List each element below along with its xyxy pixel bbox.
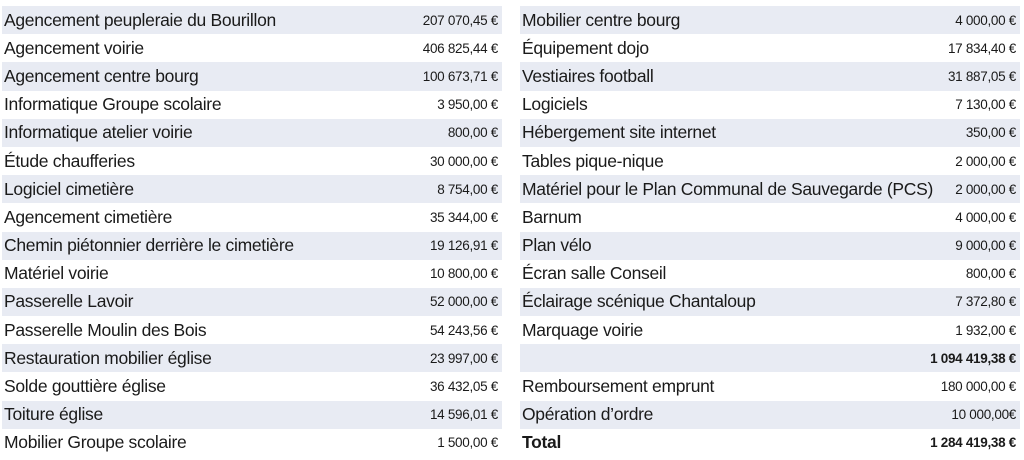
row-label: Logiciel cimetière: [4, 178, 134, 199]
table-row: Matériel voirie 10 800,00 €: [2, 260, 502, 288]
row-amount: 100 673,71 €: [422, 68, 499, 84]
row-label: Matériel voirie: [4, 263, 109, 284]
row-amount: 350,00 €: [965, 125, 1016, 141]
table-row: Marquage voirie 1 932,00 €: [520, 316, 1020, 344]
row-label: Agencement voirie: [4, 37, 144, 58]
right-budget-table: Mobilier centre bourg 4 000,00 € Équipeme…: [520, 6, 1020, 457]
total-label: Total: [522, 432, 562, 453]
row-label: Tables pique-nique: [522, 150, 664, 171]
table-row: Solde gouttière église 36 432,05 €: [2, 372, 502, 400]
row-label: Mobilier Groupe scolaire: [4, 432, 187, 453]
row-label: Barnum: [522, 206, 582, 227]
row-label: Écran salle Conseil: [522, 263, 667, 284]
row-label: Solde gouttière église: [4, 376, 166, 397]
table-row: Restauration mobilier église 23 997,00 €: [2, 344, 502, 373]
row-label: Logiciels: [522, 94, 588, 115]
table-row: Agencement cimetière 35 344,00 €: [2, 203, 502, 231]
row-label: Agencement cimetière: [4, 206, 173, 227]
row-amount: 4 000,00 €: [955, 12, 1016, 28]
table-row: Vestiaires football 31 887,05 €: [520, 62, 1020, 91]
row-label: Marquage voirie: [522, 319, 643, 340]
table-row: Informatique atelier voirie 800,00 €: [2, 118, 502, 147]
row-amount: 19 126,91 €: [429, 238, 498, 254]
table-row: Passerelle Lavoir 52 000,00 €: [2, 287, 502, 317]
table-row: Logiciel cimetière 8 754,00 €: [2, 175, 502, 204]
subtotal-row: 1 094 419,38 €: [520, 344, 1020, 373]
row-label: Étude chaufferies: [4, 150, 135, 171]
row-amount: 35 344,00 €: [429, 209, 498, 225]
row-amount: 52 000,00 €: [429, 294, 498, 310]
table-row: Agencement voirie 406 825,44 €: [2, 34, 502, 62]
table-row: Barnum 4 000,00 €: [520, 203, 1020, 231]
row-label: Mobilier centre bourg: [522, 9, 681, 30]
table-row: Chemin piétonnier derrière le cimetière 1…: [2, 231, 502, 260]
row-amount: 1 932,00 €: [955, 322, 1016, 338]
row-amount: 4 000,00 €: [955, 209, 1016, 225]
row-amount: 207 070,45 €: [422, 12, 499, 28]
row-amount: 1 500,00 €: [437, 435, 498, 451]
row-amount: 800,00 €: [447, 125, 498, 141]
table-row: Équipement dojo 17 834,40 €: [520, 34, 1020, 62]
table-row: Plan vélo 9 000,00 €: [520, 231, 1020, 260]
row-amount: 8 754,00 €: [437, 181, 498, 197]
table-row: Opération d’ordre 10 000,00€: [520, 400, 1020, 429]
row-label: Toiture église: [4, 404, 103, 425]
row-label: Agencement peupleraie du Bourillon: [4, 9, 276, 30]
row-label: Matériel pour le Plan Communal de Sauveg…: [522, 178, 934, 199]
table-row: Étude chaufferies 30 000,00 €: [2, 147, 502, 175]
table-row: Agencement centre bourg 100 673,71 €: [2, 62, 502, 91]
row-label: Équipement dojo: [522, 37, 649, 58]
left-budget-table: Agencement peupleraie du Bourillon 207 07…: [2, 6, 502, 457]
row-label: Agencement centre bourg: [4, 65, 199, 86]
row-amount: 30 000,00 €: [429, 153, 498, 169]
table-row: Logiciels 7 130,00 €: [520, 91, 1020, 119]
row-amount: 406 825,44 €: [422, 40, 499, 56]
subtotal-amount: 1 094 419,38 €: [930, 350, 1016, 366]
row-amount: 7 130,00 €: [955, 97, 1016, 113]
row-label: Informatique atelier voirie: [4, 122, 193, 143]
table-row: Toiture église 14 596,01 €: [2, 400, 502, 429]
row-label: Hébergement site internet: [522, 122, 716, 143]
row-label: Passerelle Lavoir: [4, 291, 134, 312]
row-label: Informatique Groupe scolaire: [4, 94, 222, 115]
table-row: Informatique Groupe scolaire 3 950,00 €: [2, 91, 502, 119]
total-row: Total 1 284 419,38 €: [520, 429, 1020, 457]
row-amount: 36 432,05 €: [429, 379, 498, 395]
row-amount: 2 000,00 €: [955, 181, 1016, 197]
table-row: Remboursement emprunt 180 000,00 €: [520, 372, 1020, 400]
row-label: Vestiaires football: [522, 65, 654, 86]
row-label: Passerelle Moulin des Bois: [4, 319, 207, 340]
row-amount: 10 000,00€: [951, 407, 1016, 423]
table-row: Passerelle Moulin des Bois 54 243,56 €: [2, 316, 502, 344]
row-label: Plan vélo: [522, 235, 592, 256]
row-label: Restauration mobilier église: [4, 347, 212, 368]
row-label: Chemin piétonnier derrière le cimetière: [4, 235, 294, 256]
row-amount: 54 243,56 €: [429, 322, 498, 338]
row-amount: 14 596,01 €: [429, 407, 498, 423]
row-amount: 7 372,80 €: [955, 294, 1016, 310]
row-amount: 9 000,00 €: [955, 238, 1016, 254]
row-amount: 10 800,00 €: [429, 266, 498, 282]
row-label: Remboursement emprunt: [522, 376, 715, 397]
table-row: Tables pique-nique 2 000,00 €: [520, 147, 1020, 175]
row-label: Opération d’ordre: [522, 404, 654, 425]
row-label: Éclairage scénique Chantaloup: [522, 291, 756, 312]
table-row: Mobilier Groupe scolaire 1 500,00 €: [2, 429, 502, 457]
row-amount: 180 000,00 €: [940, 379, 1017, 395]
row-amount: 2 000,00 €: [955, 153, 1016, 169]
row-amount: 3 950,00 €: [437, 97, 498, 113]
table-row: Écran salle Conseil 800,00 €: [520, 260, 1020, 288]
table-row: Hébergement site internet 350,00 €: [520, 118, 1020, 147]
table-row: Matériel pour le Plan Communal de Sauveg…: [520, 175, 1020, 204]
table-row: Mobilier centre bourg 4 000,00 €: [520, 6, 1020, 35]
row-amount: 23 997,00 €: [429, 350, 498, 366]
total-amount: 1 284 419,38 €: [930, 435, 1016, 451]
row-amount: 17 834,40 €: [947, 40, 1016, 56]
table-row: Agencement peupleraie du Bourillon 207 07…: [2, 6, 502, 35]
row-amount: 800,00 €: [965, 266, 1016, 282]
row-amount: 31 887,05 €: [947, 68, 1016, 84]
table-row: Éclairage scénique Chantaloup 7 372,80 €: [520, 287, 1020, 317]
